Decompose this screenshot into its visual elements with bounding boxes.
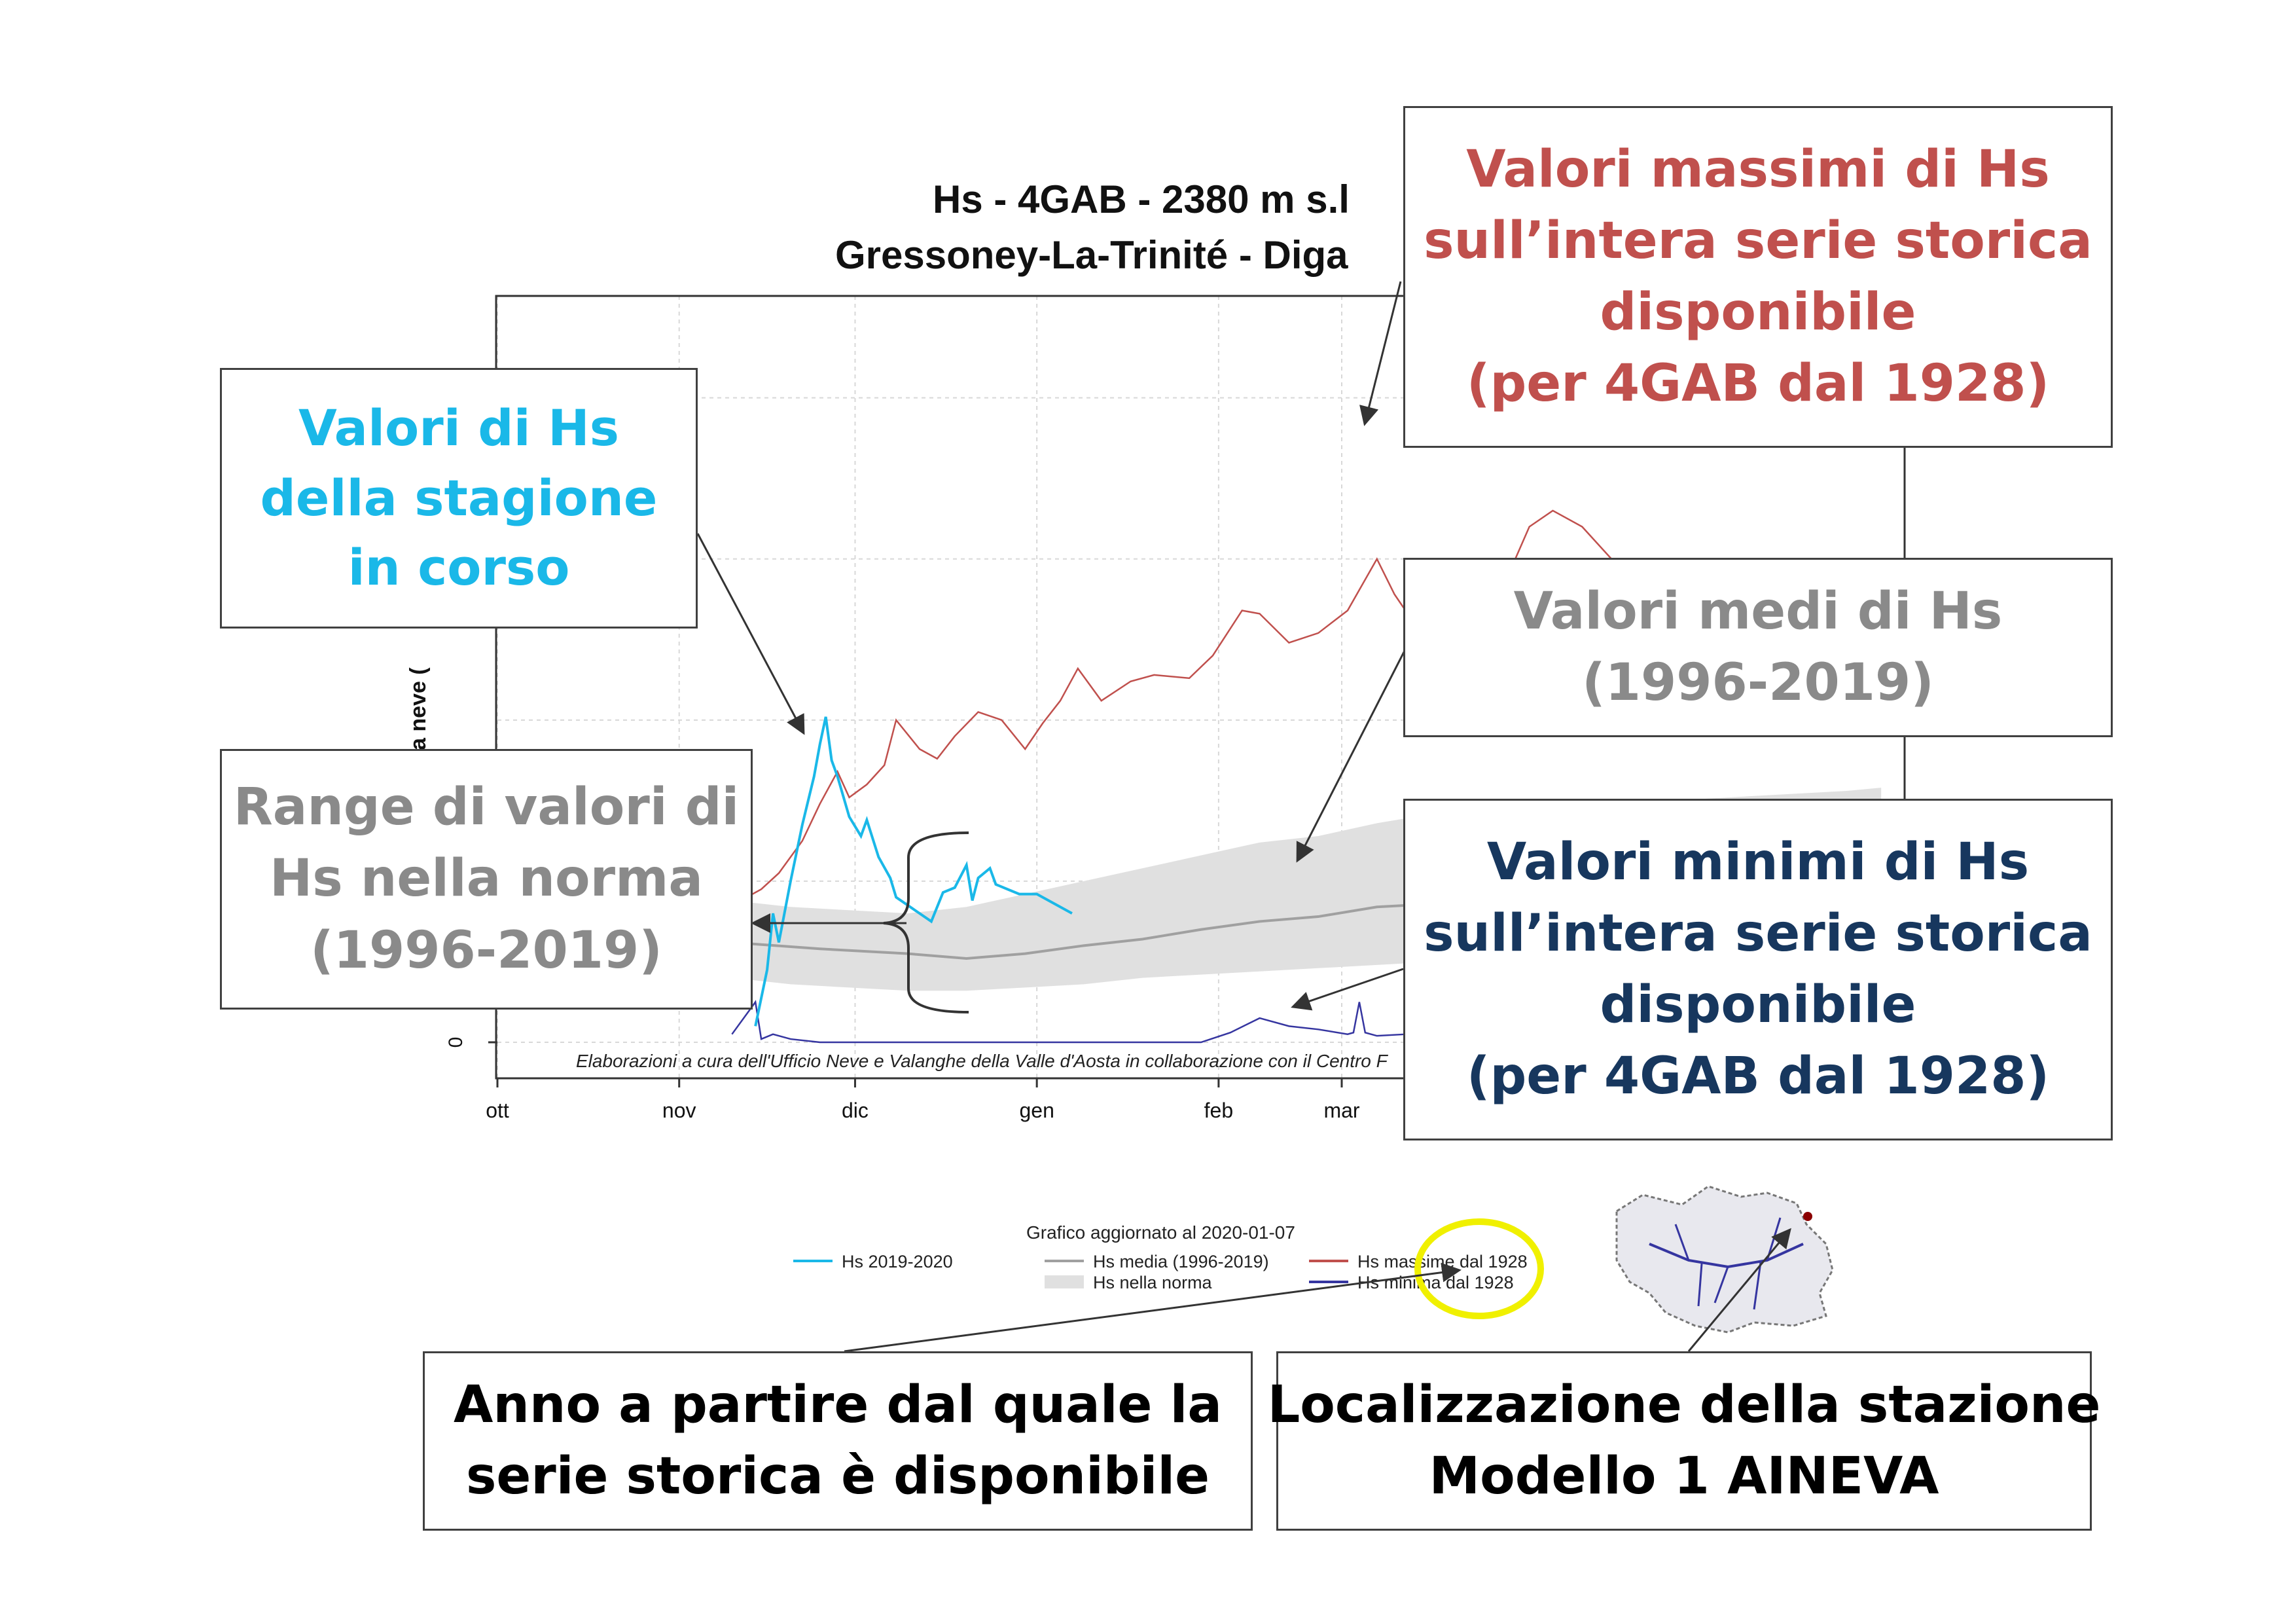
callout-mean: Valori medi di Hs (1996-2019) bbox=[1403, 558, 2113, 737]
update-note: Grafico aggiornato al 2020-01-07 bbox=[1026, 1222, 1295, 1243]
callout-minima: Valori minimi di Hs sull’intera serie st… bbox=[1403, 799, 2113, 1140]
arrow-maxima bbox=[1359, 281, 1402, 426]
chart-title-line-2: Gressoney-La-Trinité - Diga bbox=[835, 233, 1348, 277]
chart-title-line-1: Hs - 4GAB - 2380 m s.l bbox=[933, 177, 1350, 221]
x-axis: ott nov dic gen feb mar bbox=[486, 1078, 1360, 1122]
arrow-mean bbox=[1296, 647, 1407, 863]
credit-note: Elaborazioni a cura dell'Ufficio Neve e … bbox=[576, 1051, 1389, 1071]
x-tick-label: gen bbox=[1019, 1099, 1054, 1122]
x-tick-label: nov bbox=[662, 1099, 696, 1122]
callout-station-location: Localizzazione della stazione Modello 1 … bbox=[1268, 1351, 2100, 1531]
x-tick-label: mar bbox=[1323, 1099, 1359, 1122]
legend-label: Hs nella norma bbox=[1093, 1273, 1213, 1292]
callout-normal-range: Range di valori di Hs nella norma (1996-… bbox=[220, 749, 753, 1010]
legend-label: Hs massime dal 1928 bbox=[1357, 1252, 1528, 1271]
series-line-hs-2019-2020 bbox=[754, 716, 1073, 1027]
legend: Hs 2019-2020 Hs media (1996-2019) Hs nella… bbox=[793, 1252, 1528, 1292]
x-tick-label: feb bbox=[1204, 1099, 1233, 1122]
arrow-minima bbox=[1291, 968, 1404, 1011]
valle-d-aosta-map-icon bbox=[1615, 1185, 1834, 1334]
legend-label: Hs media (1996-2019) bbox=[1093, 1252, 1269, 1271]
callout-current-season: Valori di Hs della stagione in corso bbox=[220, 368, 698, 629]
yellow-highlight-circle bbox=[1414, 1218, 1544, 1319]
x-tick-label: ott bbox=[486, 1099, 509, 1122]
annotation-arrows bbox=[696, 281, 1791, 1353]
callout-start-year: Anno a partire dal quale la serie storic… bbox=[423, 1351, 1253, 1531]
arrow-station-location bbox=[1687, 1228, 1791, 1352]
legend-label: Hs minima dal 1928 bbox=[1357, 1273, 1514, 1292]
y-tick-label: 0 bbox=[445, 1037, 467, 1048]
callout-maxima: Valori massimi di Hs sull’intera serie s… bbox=[1403, 106, 2113, 448]
brace-normal-range bbox=[883, 831, 969, 1013]
station-marker bbox=[1803, 1212, 1812, 1221]
x-tick-label: dic bbox=[842, 1099, 869, 1122]
legend-label: Hs 2019-2020 bbox=[842, 1252, 953, 1271]
arrow-start-year bbox=[844, 1262, 1462, 1353]
arrow-current-season bbox=[696, 533, 805, 735]
legend-swatch bbox=[1045, 1275, 1084, 1288]
